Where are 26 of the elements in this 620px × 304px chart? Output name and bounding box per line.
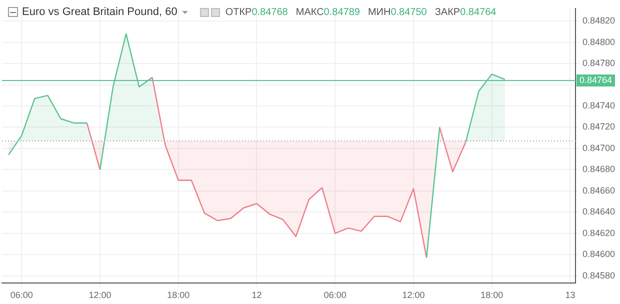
y-tick-label: 0.84620: [582, 228, 616, 238]
y-tick-label: 0.84680: [582, 164, 616, 174]
y-tick-label: 0.84600: [582, 249, 616, 260]
ref-line-label: 0.84764: [579, 75, 612, 86]
y-tick-label: 0.84720: [582, 122, 616, 132]
y-tick-label: 0.84820: [582, 16, 616, 26]
annotation: ЗАКР0.84764: [434, 7, 496, 18]
x-tick-label: 12: [252, 290, 262, 300]
chart-title: Euro vs Great Britain Pound, 60: [22, 6, 178, 18]
y-tick-label: 0.84660: [582, 185, 616, 196]
x-tick-label: 18:00: [167, 290, 190, 300]
y-tick-label: 0.84700: [582, 142, 616, 153]
x-tick-label: 18:00: [480, 290, 504, 300]
annotation: ОТКР0.84768: [225, 7, 288, 18]
annotation: МИН0.84750: [368, 7, 427, 18]
y-tick-label: 0.84780: [582, 58, 616, 68]
x-tick-label: 06:00: [10, 290, 33, 300]
y-tick-label: 0.84580: [582, 270, 616, 280]
x-tick-label: 12:00: [88, 290, 112, 300]
y-tick-label: 0.84800: [582, 36, 616, 47]
x-tick-label: 12:00: [402, 290, 425, 300]
annotation: МАКС0.84789: [296, 7, 360, 18]
x-tick-label: 06:00: [324, 290, 346, 300]
y-tick-label: 0.84640: [582, 206, 616, 217]
y-tick-label: 0.84740: [582, 100, 616, 110]
x-tick-label: 13: [565, 290, 576, 300]
